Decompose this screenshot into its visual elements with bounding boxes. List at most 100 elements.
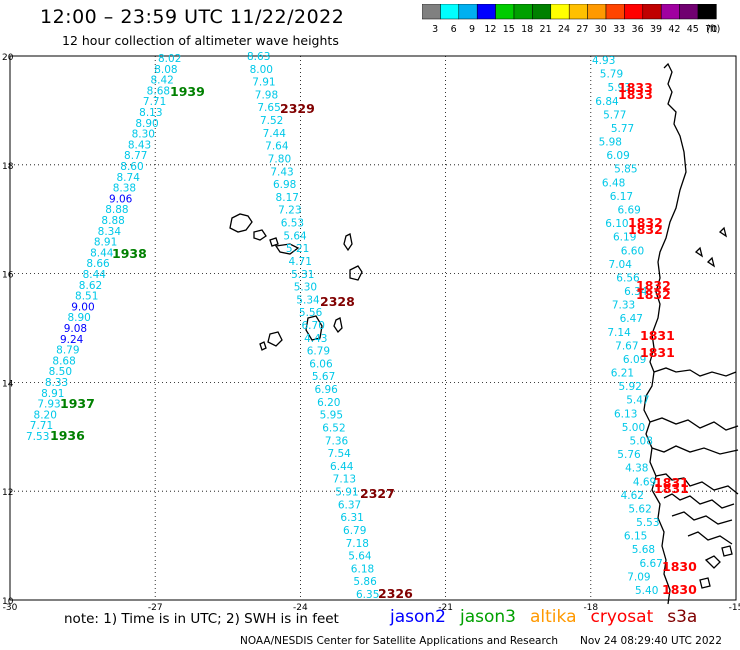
wave-height-value: 6.13	[614, 408, 637, 420]
satellite-legend-jason2: jason2	[390, 607, 446, 627]
wave-height-value: 8.91	[41, 388, 64, 400]
pass-number: 2328	[320, 294, 355, 309]
wave-height-value: 5.30	[294, 282, 317, 294]
wave-height-value: 7.98	[255, 89, 278, 101]
island-coast-2	[663, 493, 735, 509]
sao-nicolau	[274, 243, 300, 255]
colorbar-label: 45	[687, 24, 699, 35]
wave-height-value: 8.50	[49, 366, 72, 378]
colorbar-label: 3	[432, 24, 438, 35]
wave-height-value: 8.60	[120, 161, 143, 173]
colorbar-swatch	[697, 4, 717, 20]
pass-number: 1831	[654, 481, 689, 496]
wave-height-value: 6.60	[621, 245, 644, 257]
wave-height-value: 8.90	[67, 312, 90, 324]
longitude-label: -18	[583, 603, 598, 613]
brava	[259, 341, 267, 351]
pass-number: 1830	[662, 582, 697, 597]
boa-vista	[349, 265, 363, 281]
colorbar-label: 36	[632, 24, 644, 35]
colorbar-label: 24	[558, 24, 570, 35]
wave-height-value: 7.36	[325, 435, 349, 447]
pass-number: 1833	[618, 87, 653, 102]
wave-height-value: 8.17	[276, 192, 299, 204]
wave-height-value: 8.42	[150, 75, 173, 87]
colorbar-label: 6	[451, 24, 457, 35]
latitude-label: 12	[2, 488, 13, 498]
colorbar-label: 70	[705, 24, 717, 35]
wave-height-value: 7.54	[327, 448, 351, 460]
wave-height-value: 6.35	[356, 589, 379, 601]
wave-height-value: 7.09	[627, 571, 650, 583]
wave-height-value: 7.23	[278, 205, 301, 217]
wave-height-value: 9.08	[64, 323, 87, 335]
latitude-label: 14	[2, 379, 14, 389]
wave-height-value: 9.06	[109, 193, 133, 205]
wave-height-value: 5.95	[320, 410, 343, 422]
fogo	[267, 331, 283, 347]
wave-height-value: 7.53	[26, 431, 49, 443]
wave-height-value: 8.90	[135, 118, 158, 130]
longitude-label: -21	[438, 603, 453, 613]
wave-height-value: 5.98	[599, 137, 622, 149]
bijagos-islands	[699, 545, 733, 589]
wave-height-value: 5.31	[291, 269, 314, 281]
wave-height-value: 5.77	[611, 123, 634, 135]
sao-vicente	[253, 229, 267, 241]
island-coast-3	[671, 511, 733, 525]
wave-height-value: 4.71	[289, 256, 312, 268]
wave-height-value: 8.20	[34, 409, 57, 421]
wave-height-value: 7.44	[263, 128, 287, 140]
wave-height-value: 5.68	[632, 544, 655, 556]
colorbar-label: 27	[576, 24, 588, 35]
wave-height-value: 6.09	[623, 354, 646, 366]
wave-height-value: 4.38	[625, 463, 648, 475]
wave-height-labels: 8.028.088.428.687.718.138.908.308.438.77…	[26, 51, 697, 601]
wave-height-value: 8.38	[113, 183, 136, 195]
wave-height-value: 6.21	[611, 368, 634, 380]
wave-height-value: 9.00	[71, 301, 94, 313]
wave-height-value: 8.44	[90, 247, 114, 259]
wave-height-value: 7.18	[346, 538, 369, 550]
wave-height-value: 4.43	[304, 333, 327, 345]
santa-luzia	[269, 237, 279, 247]
longitude-label: -30	[3, 603, 18, 613]
wave-height-value: 8.33	[45, 377, 68, 389]
pass-number: 2326	[378, 586, 413, 601]
colorbar-label: 30	[595, 24, 607, 35]
wave-height-value: 7.67	[615, 340, 638, 352]
colorbar-label: 33	[613, 24, 625, 35]
wave-height-value: 7.71	[30, 420, 53, 432]
colorbar-label: 18	[521, 24, 533, 35]
pass-number: 1832	[636, 278, 671, 293]
latitude-label: 10	[2, 597, 14, 607]
river-inlet-b	[649, 417, 739, 431]
wave-height-value: 8.66	[86, 258, 110, 270]
wave-height-value: 5.34	[296, 294, 320, 306]
wave-height-value: 7.71	[143, 96, 166, 108]
track-cryosat-c: 4.935.795.936.845.775.775.986.095.856.48…	[592, 55, 697, 597]
latitude-label: 18	[2, 162, 14, 172]
pass-number: 1832	[636, 287, 671, 302]
wave-height-value: 8.02	[158, 53, 181, 65]
wave-height-value: 8.68	[52, 355, 75, 367]
wave-height-value: 8.74	[117, 172, 141, 184]
footnote: note: 1) Time is in UTC; 2) SWH is in fe…	[64, 611, 339, 627]
latitude-label: 20	[2, 53, 14, 63]
wave-height-value: 5.64	[283, 230, 307, 242]
page-title: 12:00 – 23:59 UTC 11/22/2022	[40, 6, 345, 28]
map-frame	[9, 55, 737, 601]
colorbar-label: 12	[484, 24, 496, 35]
wave-height-value: 6.17	[610, 191, 633, 203]
pass-number: 1832	[628, 222, 663, 237]
wave-height-value: 5.79	[600, 69, 623, 81]
wave-height-value: 5.53	[636, 517, 659, 529]
wave-height-value: 8.13	[139, 107, 162, 119]
pass-number: 1832	[628, 215, 663, 230]
wave-height-value: 8.30	[132, 129, 155, 141]
wave-height-value: 8.88	[105, 204, 128, 216]
wave-height-value: 8.68	[147, 85, 170, 97]
pass-number: 1831	[640, 328, 675, 343]
river-inlet-a	[653, 367, 737, 377]
